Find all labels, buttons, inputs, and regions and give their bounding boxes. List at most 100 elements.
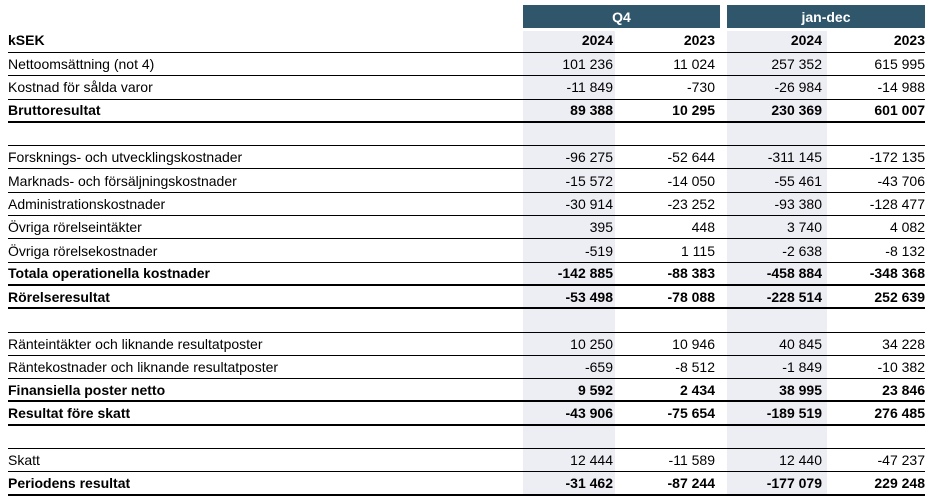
cell-value: -78 088 xyxy=(667,288,715,305)
column-group-header-jandec: jan-dec xyxy=(727,5,925,28)
cell-value: -8 132 xyxy=(885,242,925,259)
cell-value: 257 352 xyxy=(771,56,822,73)
table-row: Nettoomsättning (not 4) 101 236 11 024 257 … xyxy=(8,53,925,77)
table-row: Övriga rörelseintäkter 395 448 3 740 4 082 xyxy=(8,216,925,240)
cell-value: -15 572 xyxy=(565,172,613,189)
table-row: Resultat före skatt -43 906 -75 654 -189 51… xyxy=(8,402,925,426)
cell-value: 10 946 xyxy=(672,335,715,352)
cell-value: -47 237 xyxy=(877,452,925,469)
table-row: Rörelseresultat -53 498 -78 088 -228 514 252… xyxy=(8,286,925,310)
row-label: Administrationskostnader xyxy=(8,195,166,212)
cell-value: 4 082 xyxy=(889,219,925,236)
cell-value: -96 275 xyxy=(565,149,613,166)
row-label: Marknads- och försäljningskostnader xyxy=(8,172,237,189)
spacer-row xyxy=(8,426,925,450)
row-label: Rörelseresultat xyxy=(8,288,110,305)
cell-value: 3 740 xyxy=(786,219,822,236)
cell-value: 12 440 xyxy=(779,452,822,469)
table-row: Kostnad för sålda varor -11 849 -730 -26 98… xyxy=(8,76,925,100)
table-row: Forsknings- och utvecklingskostnader -96 … xyxy=(8,146,925,170)
table-row: Övriga rörelsekostnader -519 1 115 -2 638 -8… xyxy=(8,239,925,263)
cell-value: 10 295 xyxy=(672,102,715,119)
cell-value: 9 592 xyxy=(577,381,613,398)
row-label: Finansiella poster netto xyxy=(8,381,166,398)
cell-value: 601 007 xyxy=(874,102,925,119)
table-row: Ränteintäkter och liknande resultatposte… xyxy=(8,333,925,356)
cell-value: -87 244 xyxy=(667,474,715,491)
cell-value: 38 995 xyxy=(779,381,822,398)
year-header-jandec-2024: 2024 xyxy=(790,32,822,48)
table-row: Marknads- och försäljningskostnader -15 5… xyxy=(8,169,925,193)
cell-value: 10 250 xyxy=(570,335,613,352)
cell-value: -31 462 xyxy=(565,474,613,491)
cell-value: 101 236 xyxy=(562,56,613,73)
cell-value: -53 498 xyxy=(565,288,613,305)
cell-value: 12 444 xyxy=(570,452,613,469)
cell-value: -348 368 xyxy=(869,265,925,282)
row-label: Skatt xyxy=(8,452,40,469)
row-label: Resultat före skatt xyxy=(8,405,131,422)
cell-value: -1 849 xyxy=(782,359,822,375)
cell-value: -11 849 xyxy=(566,79,613,96)
cell-value: 252 639 xyxy=(874,288,925,305)
cell-value: 230 369 xyxy=(771,102,822,119)
year-header-row: kSEK 2024 2023 2024 2023 xyxy=(8,28,925,53)
cell-value: 34 228 xyxy=(882,335,925,352)
table-row: Finansiella poster netto 9 592 2 434 38 995… xyxy=(8,379,925,403)
cell-value: -43 706 xyxy=(877,172,925,189)
cell-value: -2 638 xyxy=(782,242,822,259)
cell-value: -8 512 xyxy=(675,359,715,375)
cell-value: -43 906 xyxy=(565,405,613,422)
row-label: Bruttoresultat xyxy=(8,102,101,119)
spacer-row xyxy=(8,123,925,147)
row-label: Totala operationella kostnader xyxy=(8,265,211,282)
table-row: Räntekostnader och liknande resultatpost… xyxy=(8,356,925,380)
column-stripe-jandec-2024 xyxy=(727,31,827,496)
cell-value: -14 988 xyxy=(877,79,925,96)
cell-value: 229 248 xyxy=(874,474,925,491)
unit-label: kSEK xyxy=(8,32,45,48)
cell-value: -10 382 xyxy=(877,359,925,375)
row-label: Ränteintäkter och liknande resultatposte… xyxy=(8,335,263,352)
table-row: Periodens resultat -31 462 -87 244 -177 079… xyxy=(8,472,925,496)
cell-value: 276 485 xyxy=(874,405,925,422)
year-header-q4-2023: 2023 xyxy=(683,32,715,48)
cell-value: -11 589 xyxy=(668,452,715,469)
cell-value: 448 xyxy=(691,219,715,236)
cell-value: 395 xyxy=(589,219,613,236)
cell-value: -730 xyxy=(686,79,715,96)
table-row: Totala operationella kostnader -142 885 -8… xyxy=(8,263,925,286)
cell-value: -23 252 xyxy=(667,195,715,212)
cell-value: -142 885 xyxy=(557,265,613,282)
cell-value: -172 135 xyxy=(869,149,925,166)
cell-value: 40 845 xyxy=(779,335,822,352)
cell-value: -14 050 xyxy=(667,172,715,189)
year-header-jandec-2023: 2023 xyxy=(893,32,925,48)
row-label: Forsknings- och utvecklingskostnader xyxy=(8,149,243,166)
spacer-row xyxy=(8,309,925,333)
cell-value: -458 884 xyxy=(766,265,822,282)
column-group-header-q4: Q4 xyxy=(523,5,720,28)
cell-value: -88 383 xyxy=(667,265,715,282)
row-label: Periodens resultat xyxy=(8,474,131,491)
row-label: Övriga rörelsekostnader xyxy=(8,242,158,259)
table-row: Administrationskostnader -30 914 -23 252 -9… xyxy=(8,193,925,217)
cell-value: -55 461 xyxy=(774,172,822,189)
cell-value: 89 388 xyxy=(570,102,613,119)
row-label: Nettoomsättning (not 4) xyxy=(8,56,155,73)
cell-value: 11 024 xyxy=(673,56,715,73)
cell-value: -659 xyxy=(584,359,613,375)
cell-value: -52 644 xyxy=(667,149,715,166)
cell-value: -228 514 xyxy=(766,288,822,305)
cell-value: -30 914 xyxy=(565,195,613,212)
cell-value: -26 984 xyxy=(774,79,822,96)
cell-value: -75 654 xyxy=(667,405,715,422)
table-row: Skatt 12 444 -11 589 12 440 -47 237 xyxy=(8,449,925,473)
cell-value: -311 145 xyxy=(767,149,822,166)
row-label: Räntekostnader och liknande resultatpost… xyxy=(8,359,279,375)
row-label: Kostnad för sålda varor xyxy=(8,79,153,96)
row-label: Övriga rörelseintäkter xyxy=(8,219,142,236)
column-stripe-q4-2024 xyxy=(523,31,615,496)
cell-value: -189 519 xyxy=(766,405,822,422)
